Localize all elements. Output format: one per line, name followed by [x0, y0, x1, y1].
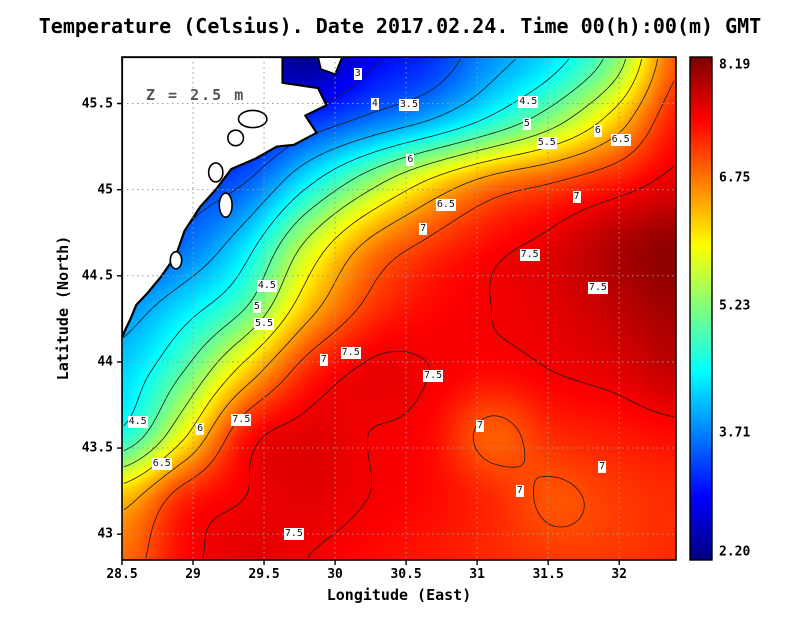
contour-label: 6	[593, 125, 602, 138]
colorbar-tick-label: 2.20	[719, 544, 751, 560]
y-axis-label: Latitude (North)	[54, 235, 72, 381]
contour-label: 5.5	[536, 137, 557, 150]
contour-label: 6.5	[610, 133, 631, 146]
contour-label: 7.5	[519, 249, 540, 262]
x-tick-label: 32	[611, 567, 627, 582]
contour-label: 5	[252, 300, 261, 313]
contour-label: 3	[353, 68, 362, 81]
x-tick-label: 31	[469, 567, 485, 582]
contour-label: 4.5	[127, 416, 148, 429]
contour-label: 7.5	[340, 347, 361, 360]
x-tick-label: 29.5	[248, 567, 280, 582]
colorbar-tick-label: 5.23	[719, 298, 751, 314]
contour-label: 7	[572, 190, 581, 203]
colorbar-tick-label: 3.71	[719, 425, 751, 441]
y-tick-label: 44.5	[81, 268, 113, 284]
contour-label: 6	[406, 154, 415, 167]
x-tick-label: 28.5	[106, 567, 138, 582]
x-tick-label: 30	[327, 567, 343, 582]
x-tick-label: 31.5	[532, 567, 564, 582]
x-tick-label: 29	[185, 567, 201, 582]
y-tick-label: 45	[97, 182, 113, 198]
contour-label: 7	[419, 223, 428, 236]
contour-label: 7	[319, 354, 328, 367]
contour-label: 7.5	[231, 414, 252, 427]
contour-label: 7.5	[587, 281, 608, 294]
y-tick-label: 44	[97, 354, 113, 370]
contour-label: 6.5	[435, 199, 456, 212]
colorbar-tick-label: 6.75	[719, 170, 751, 186]
contour-label: 6	[196, 423, 205, 436]
contour-label: 4.5	[518, 95, 539, 108]
x-axis-label: Longitude (East)	[326, 586, 472, 604]
contour-label: 6.5	[151, 457, 172, 470]
y-tick-label: 43.5	[81, 440, 113, 456]
depth-annotation: Z = 2.5 m	[146, 86, 246, 104]
chart-title: Temperature (Celsius). Date 2017.02.24. …	[38, 14, 762, 38]
contour-label: 5	[522, 118, 531, 131]
y-tick-label: 45.5	[81, 96, 113, 111]
contour-label: 3.5	[398, 99, 419, 112]
contour-label: 7	[475, 419, 484, 432]
contour-label: 4.5	[256, 280, 277, 293]
x-tick-label: 30.5	[390, 567, 422, 582]
contour-label: 7.5	[283, 528, 304, 541]
contour-label: 4	[370, 97, 379, 110]
contour-label: 7	[598, 460, 607, 473]
colorbar-tick-label: 8.19	[719, 57, 751, 73]
contour-label: 5.5	[254, 318, 275, 330]
contour-label: 7.5	[423, 369, 444, 382]
contour-label: 7	[515, 485, 524, 498]
y-tick-label: 43	[97, 526, 113, 542]
